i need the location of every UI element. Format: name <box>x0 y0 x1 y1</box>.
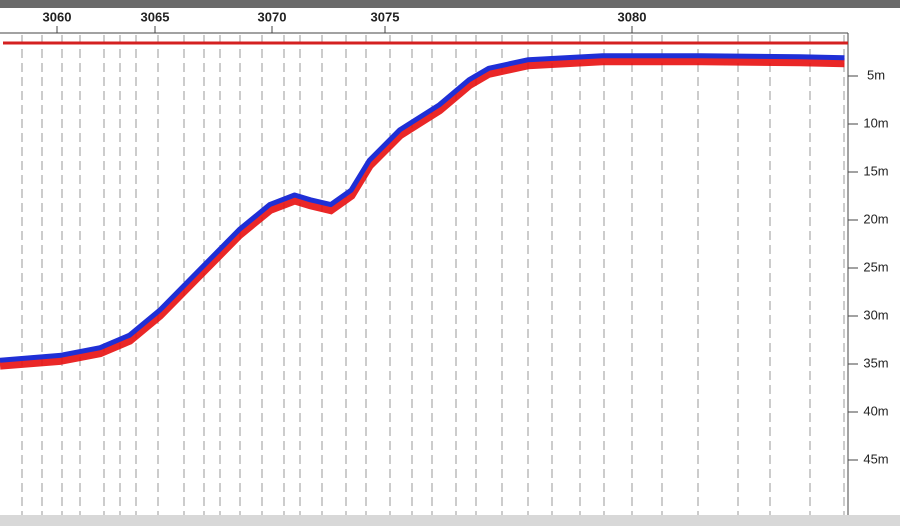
y-tick-label: 35m <box>863 355 888 370</box>
y-tick-label: 25m <box>863 259 888 274</box>
y-tick-label: 40m <box>863 403 888 418</box>
y-tick-label: 45m <box>863 451 888 466</box>
x-tick-label: 3080 <box>618 9 647 24</box>
x-tick-label: 3060 <box>43 9 72 24</box>
scrollbar <box>0 515 900 526</box>
menu-bar <box>0 0 900 8</box>
bottom-line <box>0 53 845 363</box>
y-tick-label: 30m <box>863 307 888 322</box>
event-lines <box>21 35 845 515</box>
y-tick-label: 20m <box>863 211 888 226</box>
bottom-echo <box>0 56 845 370</box>
x-tick-label: 3075 <box>371 9 400 24</box>
x-tick-label: 3070 <box>258 9 287 24</box>
y-tick-label: 15m <box>863 163 888 178</box>
y-tick-label: 5m <box>867 67 885 82</box>
x-tick-label: 3065 <box>141 9 170 24</box>
y-tick-label: 10m <box>863 115 888 130</box>
